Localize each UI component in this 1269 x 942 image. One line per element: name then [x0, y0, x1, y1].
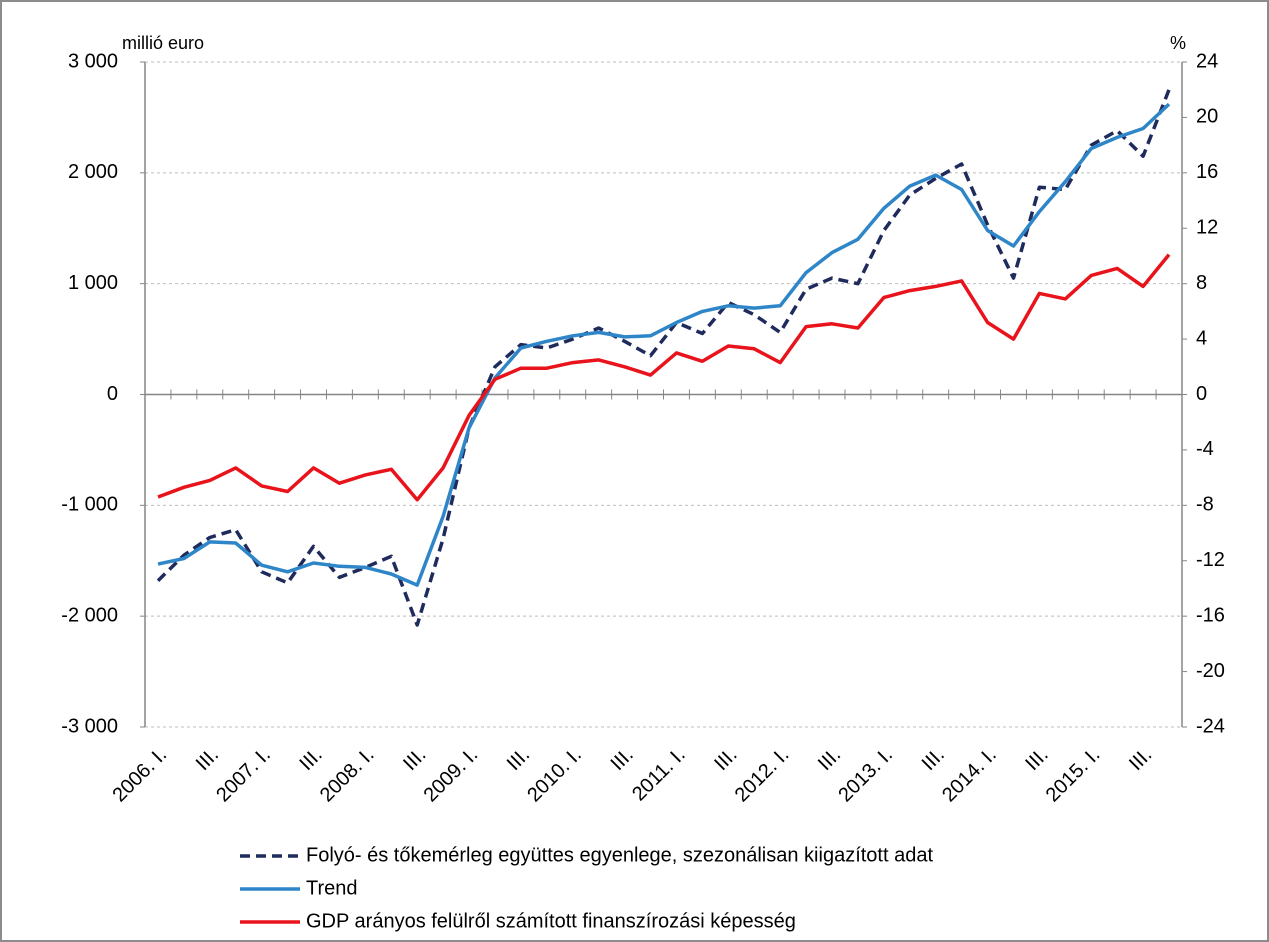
y-axis-label: millió euro: [122, 33, 204, 53]
y-tick-label: 0: [107, 383, 118, 405]
y2-tick-label: -8: [1196, 494, 1214, 516]
y2-tick-label: 4: [1196, 327, 1207, 349]
y-tick-label: -2 000: [61, 604, 118, 626]
y2-tick-label: 0: [1196, 383, 1207, 405]
legend-label: Trend: [306, 877, 358, 899]
series-line: [157, 253, 1171, 502]
legend-label: GDP arányos felülről számított finanszír…: [306, 910, 796, 932]
y-tick-label: -3 000: [61, 715, 118, 737]
y2-tick-label: -16: [1196, 604, 1225, 626]
y2-tick-label: -12: [1196, 549, 1225, 571]
legend-label: Folyó- és tőkemérleg együttes egyenlege,…: [306, 844, 933, 866]
y-tick-label: 1 000: [68, 272, 118, 294]
y2-tick-label: 12: [1196, 217, 1218, 239]
series-line: [157, 102, 1171, 587]
y-tick-label: 3 000: [68, 50, 118, 72]
y2-axis-label: %: [1170, 33, 1186, 53]
y2-tick-label: 24: [1196, 50, 1218, 72]
y-tick-label: -1 000: [61, 494, 118, 516]
series-line: [156, 89, 1171, 627]
y2-tick-label: -24: [1196, 715, 1225, 737]
y2-tick-label: -20: [1196, 660, 1225, 682]
y2-tick-label: 8: [1196, 272, 1207, 294]
y2-tick-label: -4: [1196, 438, 1214, 460]
y2-tick-label: 20: [1196, 106, 1218, 128]
y-tick-label: 2 000: [68, 161, 118, 183]
y2-tick-label: 16: [1196, 161, 1218, 183]
